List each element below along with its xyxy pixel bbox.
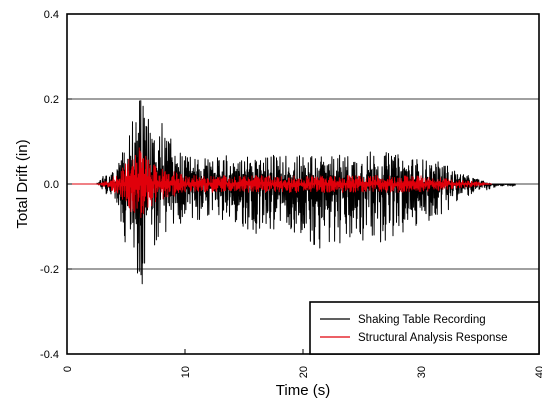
legend-label-structural-analysis: Structural Analysis Response [358, 332, 508, 344]
y-tick-label: 0.0 [44, 179, 59, 191]
y-tick-label: 0.4 [44, 9, 59, 21]
series-layer [66, 100, 516, 285]
x-tick-label: 40 [534, 366, 542, 378]
x-axis-title: Time (s) [276, 382, 330, 399]
axis-ticks: 0.4 0.2 0.0 -0.2 -0.40 10 20 30 40 [40, 9, 542, 378]
x-tick-label: 30 [416, 366, 428, 378]
series-structural-analysis-response [66, 147, 493, 218]
legend-box [309, 301, 540, 355]
y-axis-title: Total Drift (in) [14, 139, 31, 228]
x-tick-label: 20 [298, 366, 310, 378]
legend-label-shaking-table: Shaking Table Recording [358, 314, 486, 326]
y-tick-label: 0.2 [44, 94, 59, 106]
y-tick-label: -0.4 [40, 349, 59, 361]
x-tick-label: 0 [62, 366, 74, 372]
legend: Shaking Table Recording Structural Analy… [309, 301, 540, 355]
y-tick-label: -0.2 [40, 264, 59, 276]
x-tick-label: 10 [180, 366, 192, 378]
